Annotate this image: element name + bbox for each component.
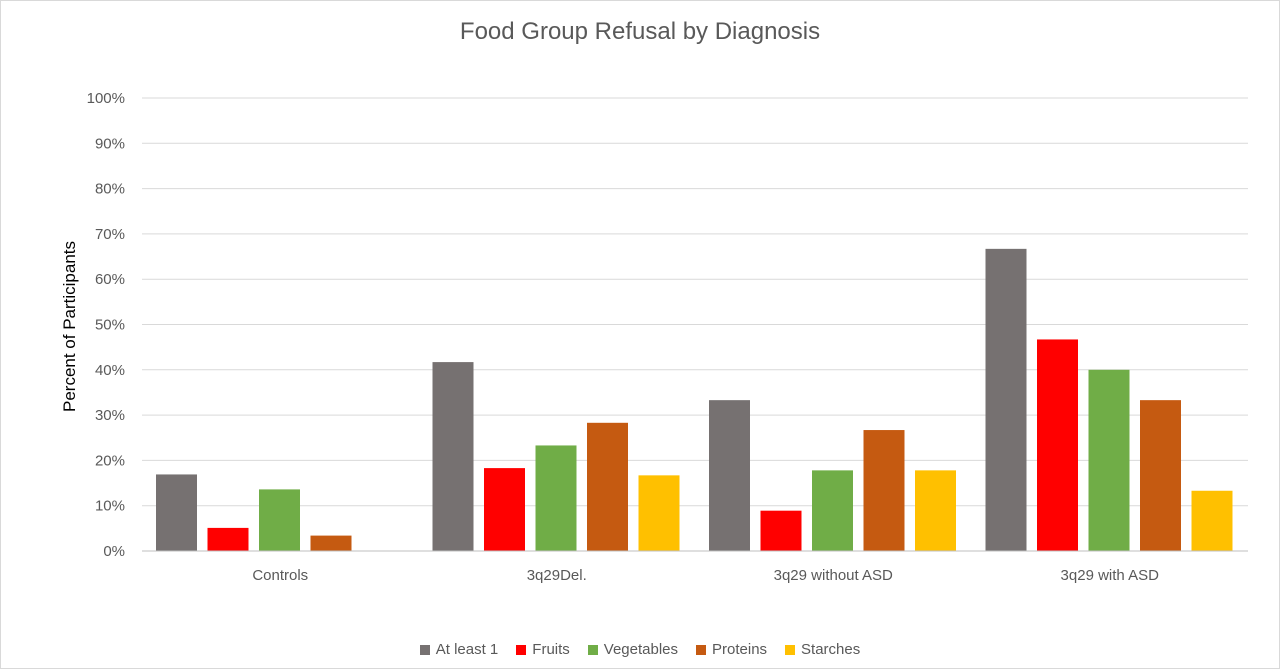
x-category-label: 3q29 without ASD	[774, 567, 893, 584]
legend: At least 1 Fruits Vegetables Proteins Starch…	[0, 641, 1280, 658]
bar-proteins	[1140, 400, 1181, 551]
legend-label: Vegetables	[603, 641, 679, 658]
y-axis-ticks: 0% 10% 20% 30% 40% 50% 60% 70% 80% 90% 100%	[87, 90, 125, 560]
bar-proteins	[587, 422, 628, 551]
legend-item: Fruits	[516, 641, 570, 658]
bar-vegetables	[259, 489, 300, 551]
bar-vegetables	[535, 445, 577, 551]
x-category-label: 3q29 with ASD	[1061, 567, 1160, 584]
bar-vegetables	[812, 470, 853, 551]
bars	[156, 248, 1233, 551]
legend-item: Vegetables	[587, 641, 679, 658]
y-tick-label: 10%	[95, 498, 125, 515]
x-category-label: Controls	[252, 567, 308, 584]
legend-swatch	[516, 644, 527, 655]
y-tick-label: 80%	[95, 181, 125, 198]
legend-label: At least 1	[435, 641, 499, 658]
legend-label: Fruits	[532, 641, 570, 658]
bar-fruits	[1037, 339, 1078, 551]
bar-starches	[638, 475, 680, 551]
x-category-label: 3q29Del.	[527, 567, 587, 584]
bar-fruits	[484, 468, 525, 551]
gridlines	[142, 97, 1248, 507]
legend-item: At least 1	[419, 641, 499, 658]
y-tick-label: 50%	[95, 317, 125, 334]
bar-fruits	[760, 510, 802, 551]
legend-swatch	[587, 644, 598, 655]
bar-proteins	[863, 430, 905, 551]
y-tick-label: 0%	[103, 543, 125, 560]
y-tick-label: 70%	[95, 226, 125, 243]
bar-at-least-1	[709, 400, 750, 551]
x-axis-categories: Controls 3q29Del. 3q29 without ASD 3q29 wit…	[252, 567, 1159, 584]
y-axis-label: Percent of Participants	[60, 241, 79, 412]
bar-at-least-1	[985, 248, 1027, 551]
y-tick-label: 40%	[95, 362, 125, 379]
y-tick-label: 30%	[95, 407, 125, 424]
bar-fruits	[207, 527, 249, 551]
y-tick-label: 100%	[87, 90, 125, 107]
chart-title: Food Group Refusal by Diagnosis	[459, 18, 821, 45]
bar-starches	[1191, 490, 1233, 551]
y-tick-label: 90%	[95, 135, 125, 152]
bar-at-least-1	[156, 474, 197, 551]
bar-at-least-1	[432, 362, 474, 551]
y-tick-label: 20%	[95, 452, 125, 469]
legend-swatch	[696, 644, 707, 655]
legend-label: Starches	[801, 641, 861, 658]
bar-proteins	[310, 535, 352, 551]
legend-item: Proteins	[696, 641, 767, 658]
legend-swatch	[785, 644, 796, 655]
legend-label: Proteins	[712, 641, 768, 658]
legend-swatch	[419, 644, 430, 655]
y-tick-label: 60%	[95, 271, 125, 288]
legend-item: Starches	[785, 641, 860, 658]
bar-starches	[915, 470, 956, 551]
bar-vegetables	[1088, 369, 1130, 551]
